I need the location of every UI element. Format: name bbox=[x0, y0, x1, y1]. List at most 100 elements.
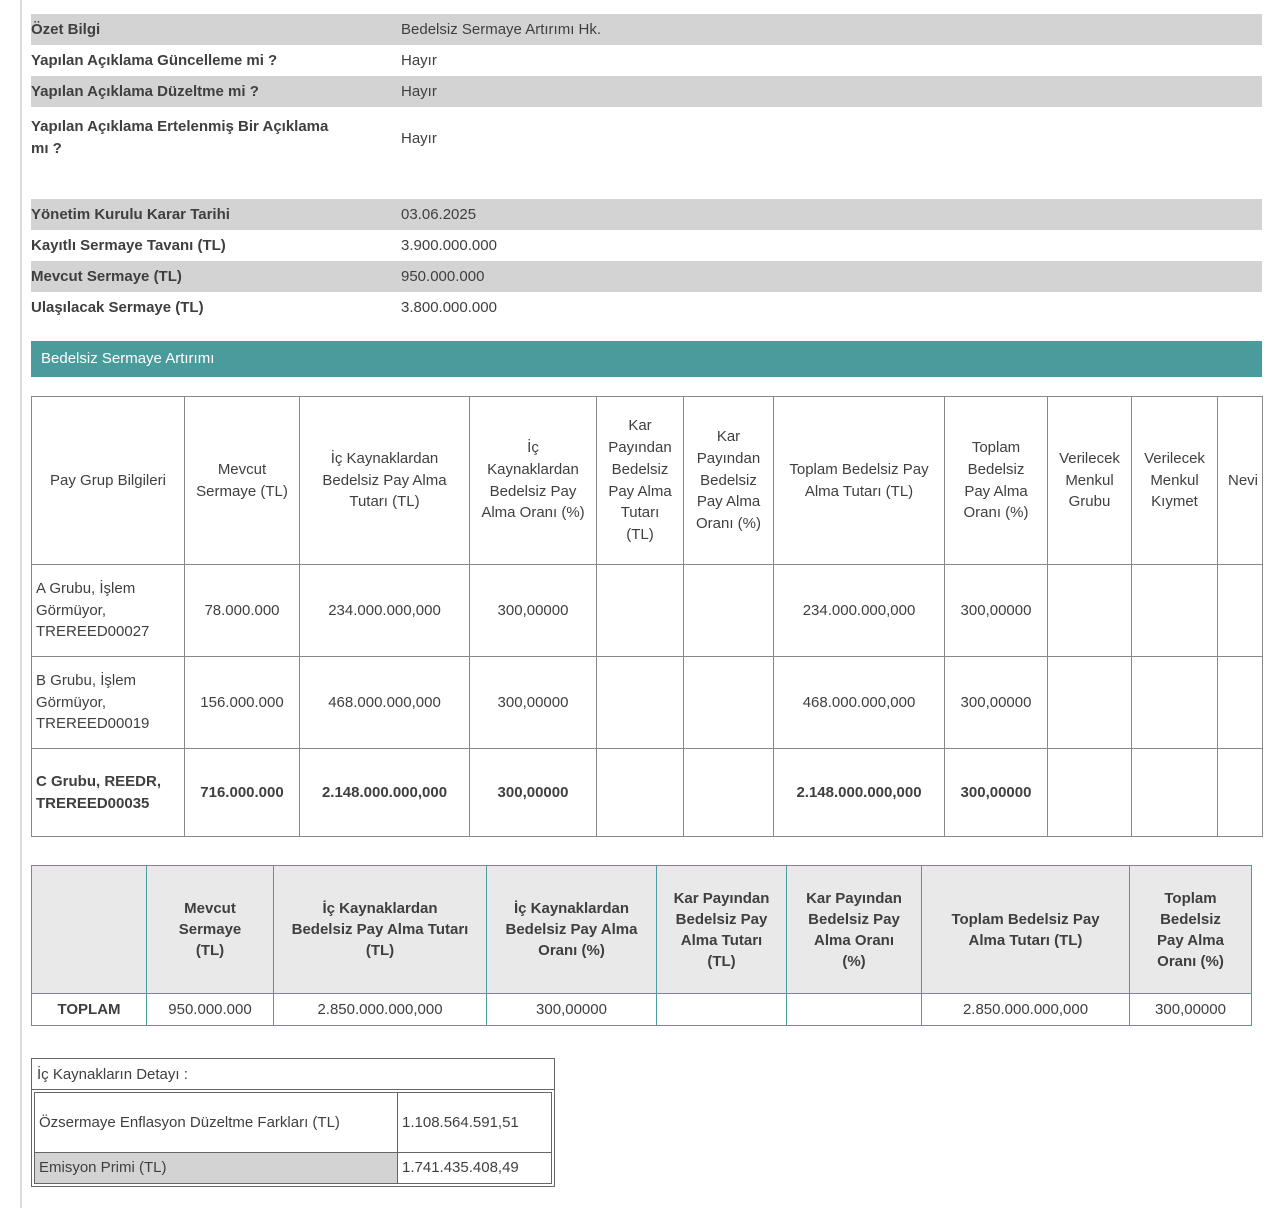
share-groups-header-row: Pay Grup Bilgileri Mevcut Sermaye (TL) İ… bbox=[31, 396, 1263, 565]
internal-source-value: 1.108.564.591,51 bbox=[397, 1092, 552, 1153]
cell-menkul-kiymet bbox=[1131, 748, 1218, 837]
cell-ic-kaynak-tutari: 234.000.000,000 bbox=[299, 564, 470, 657]
totals-col-header-toplam-orani: Toplam Bedelsiz Pay Alma Oranı (%) bbox=[1129, 865, 1252, 994]
col-header-kar-payi-tutari: Kar Payından Bedelsiz Pay Alma Tutarı (T… bbox=[596, 396, 684, 565]
cell-toplam-tutari: 2.148.000.000,000 bbox=[773, 748, 945, 837]
capital-label: Yönetim Kurulu Karar Tarihi bbox=[31, 205, 230, 223]
totals-table: Mevcut Sermaye (TL) İç Kaynaklardan Bede… bbox=[31, 865, 1252, 1026]
cell-ic-kaynak-orani-total: 300,00000 bbox=[486, 993, 657, 1026]
cell-group: B Grubu, İşlem Görmüyor, TREREED00019 bbox=[31, 656, 185, 749]
col-header-toplam-orani: Toplam Bedelsiz Pay Alma Oranı (%) bbox=[944, 396, 1048, 565]
cell-toplam-tutari: 468.000.000,000 bbox=[773, 656, 945, 749]
capital-value: 3.900.000.000 bbox=[401, 237, 497, 254]
cell-menkul-kiymet bbox=[1131, 564, 1218, 657]
cell-kar-payi-orani bbox=[683, 748, 774, 837]
summary-label: Yapılan Açıklama Ertelenmiş Bir Açıklama… bbox=[31, 118, 329, 157]
summary-row-ozet-bilgi: Özet Bilgi Bedelsiz Sermaye Artırımı Hk. bbox=[31, 14, 1262, 45]
table-row-a-grubu: A Grubu, İşlem Görmüyor, TREREED00027 78… bbox=[31, 564, 1263, 657]
capital-value: 3.800.000.000 bbox=[401, 299, 497, 316]
cell-toplam-orani: 300,00000 bbox=[944, 564, 1048, 657]
cell-toplam-orani: 300,00000 bbox=[944, 656, 1048, 749]
totals-row: TOPLAM 950.000.000 2.850.000.000,000 300… bbox=[31, 993, 1252, 1026]
capital-value: 950.000.000 bbox=[401, 268, 485, 285]
section-spacer bbox=[31, 169, 1262, 199]
summary-value: Hayır bbox=[401, 129, 437, 147]
cell-nevi bbox=[1217, 748, 1263, 837]
capital-row-karar-tarihi: Yönetim Kurulu Karar Tarihi 03.06.2025 bbox=[31, 199, 1262, 230]
cell-kar-payi-tutari bbox=[596, 564, 684, 657]
cell-mevcut-sermaye: 156.000.000 bbox=[184, 656, 300, 749]
summary-label: Özet Bilgi bbox=[31, 20, 101, 38]
summary-label: Yapılan Açıklama Güncelleme mi ? bbox=[31, 51, 278, 69]
capital-label: Mevcut Sermaye (TL) bbox=[31, 267, 182, 285]
internal-source-label: Özsermaye Enflasyon Düzeltme Farkları (T… bbox=[34, 1092, 398, 1153]
disclosure-page: Özet Bilgi Bedelsiz Sermaye Artırımı Hk.… bbox=[20, 0, 1280, 1208]
cell-ic-kaynak-orani: 300,00000 bbox=[469, 656, 597, 749]
table-row-c-grubu: C Grubu, REEDR, TREREED00035 716.000.000… bbox=[31, 748, 1263, 837]
cell-toplam-orani: 300,00000 bbox=[944, 748, 1048, 837]
totals-col-header-toplam-tutari: Toplam Bedelsiz Pay Alma Tutarı (TL) bbox=[921, 865, 1130, 994]
cell-ic-kaynak-tutari: 468.000.000,000 bbox=[299, 656, 470, 749]
cell-kar-payi-tutari bbox=[596, 656, 684, 749]
cell-toplam-label: TOPLAM bbox=[31, 993, 147, 1026]
cell-menkul-kiymet bbox=[1131, 656, 1218, 749]
cell-kar-payi-tutari-total bbox=[656, 993, 787, 1026]
col-header-kar-payi-orani: Kar Payından Bedelsiz Pay Alma Oranı (%) bbox=[683, 396, 774, 565]
cell-kar-payi-orani bbox=[683, 656, 774, 749]
capital-label: Ulaşılacak Sermaye (TL) bbox=[31, 298, 204, 316]
cell-nevi bbox=[1217, 656, 1263, 749]
share-groups-table: Pay Grup Bilgileri Mevcut Sermaye (TL) İ… bbox=[31, 396, 1263, 837]
summary-info-section: Özet Bilgi Bedelsiz Sermaye Artırımı Hk.… bbox=[31, 14, 1262, 169]
summary-value: Bedelsiz Sermaye Artırımı Hk. bbox=[401, 21, 602, 38]
internal-sources-table: Özsermaye Enflasyon Düzeltme Farkları (T… bbox=[34, 1092, 552, 1184]
totals-col-header-ic-kaynak-tutari: İç Kaynaklardan Bedelsiz Pay Alma Tutarı… bbox=[273, 865, 487, 994]
cell-ic-kaynak-orani: 300,00000 bbox=[469, 564, 597, 657]
table-row-b-grubu: B Grubu, İşlem Görmüyor, TREREED00019 15… bbox=[31, 656, 1263, 749]
totals-col-header-kar-payi-orani: Kar Payından Bedelsiz Pay Alma Oranı (%) bbox=[786, 865, 922, 994]
col-header-toplam-tutari: Toplam Bedelsiz Pay Alma Tutarı (TL) bbox=[773, 396, 945, 565]
totals-col-header-ic-kaynak-orani: İç Kaynaklardan Bedelsiz Pay Alma Oranı … bbox=[486, 865, 657, 994]
cell-ic-kaynak-orani: 300,00000 bbox=[469, 748, 597, 837]
cell-mevcut-sermaye: 78.000.000 bbox=[184, 564, 300, 657]
summary-value: Hayır bbox=[401, 52, 437, 69]
internal-source-value: 1.741.435.408,49 bbox=[397, 1152, 552, 1184]
cell-kar-payi-tutari bbox=[596, 748, 684, 837]
capital-row-mevcut-sermaye: Mevcut Sermaye (TL) 950.000.000 bbox=[31, 261, 1262, 292]
totals-col-header-mevcut-sermaye: Mevcut Sermaye (TL) bbox=[146, 865, 274, 994]
cell-ic-kaynak-tutari: 2.148.000.000,000 bbox=[299, 748, 470, 837]
cell-group: A Grubu, İşlem Görmüyor, TREREED00027 bbox=[31, 564, 185, 657]
col-header-ic-kaynak-tutari: İç Kaynaklardan Bedelsiz Pay Alma Tutarı… bbox=[299, 396, 470, 565]
totals-col-header-empty bbox=[31, 865, 147, 994]
capital-value: 03.06.2025 bbox=[401, 206, 477, 223]
capital-row-sermaye-tavani: Kayıtlı Sermaye Tavanı (TL) 3.900.000.00… bbox=[31, 230, 1262, 261]
cell-mevcut-sermaye: 716.000.000 bbox=[184, 748, 300, 837]
cell-mevcut-sermaye-total: 950.000.000 bbox=[146, 993, 274, 1026]
cell-nevi bbox=[1217, 564, 1263, 657]
disclosure-content: Özet Bilgi Bedelsiz Sermaye Artırımı Hk.… bbox=[31, 14, 1263, 1187]
cell-toplam-orani-total: 300,00000 bbox=[1129, 993, 1252, 1026]
summary-row-guncelleme: Yapılan Açıklama Güncelleme mi ? Hayır bbox=[31, 45, 1262, 76]
internal-sources-row-emisyon: Emisyon Primi (TL) 1.741.435.408,49 bbox=[34, 1152, 552, 1184]
col-header-ic-kaynak-orani: İç Kaynaklardan Bedelsiz Pay Alma Oranı … bbox=[469, 396, 597, 565]
totals-header-row: Mevcut Sermaye (TL) İç Kaynaklardan Bede… bbox=[31, 865, 1252, 994]
internal-source-label: Emisyon Primi (TL) bbox=[34, 1152, 398, 1184]
cell-kar-payi-orani-total bbox=[786, 993, 922, 1026]
internal-sources-title: İç Kaynakların Detayı : bbox=[32, 1059, 554, 1090]
cell-kar-payi-orani bbox=[683, 564, 774, 657]
capital-info-section: Yönetim Kurulu Karar Tarihi 03.06.2025 K… bbox=[31, 199, 1262, 323]
internal-sources-row-enflasyon: Özsermaye Enflasyon Düzeltme Farkları (T… bbox=[34, 1092, 552, 1153]
cell-menkul-grubu bbox=[1047, 748, 1132, 837]
capital-label: Kayıtlı Sermaye Tavanı (TL) bbox=[31, 236, 226, 254]
cell-group: C Grubu, REEDR, TREREED00035 bbox=[31, 748, 185, 837]
col-header-nevi: Nevi bbox=[1217, 396, 1263, 565]
internal-sources-box: İç Kaynakların Detayı : Özsermaye Enflas… bbox=[31, 1058, 555, 1187]
cell-ic-kaynak-tutari-total: 2.850.000.000,000 bbox=[273, 993, 487, 1026]
summary-row-duzeltme: Yapılan Açıklama Düzeltme mi ? Hayır bbox=[31, 76, 1262, 107]
summary-row-ertelenmis: Yapılan Açıklama Ertelenmiş Bir Açıklama… bbox=[31, 107, 1262, 169]
totals-col-header-kar-payi-tutari: Kar Payından Bedelsiz Pay Alma Tutarı (T… bbox=[656, 865, 787, 994]
cell-menkul-grubu bbox=[1047, 656, 1132, 749]
summary-value: Hayır bbox=[401, 83, 437, 100]
summary-label: Yapılan Açıklama Düzeltme mi ? bbox=[31, 82, 259, 100]
col-header-mevcut-sermaye: Mevcut Sermaye (TL) bbox=[184, 396, 300, 565]
section-header-bedelsiz-sermaye-artirimi: Bedelsiz Sermaye Artırımı bbox=[31, 341, 1262, 377]
